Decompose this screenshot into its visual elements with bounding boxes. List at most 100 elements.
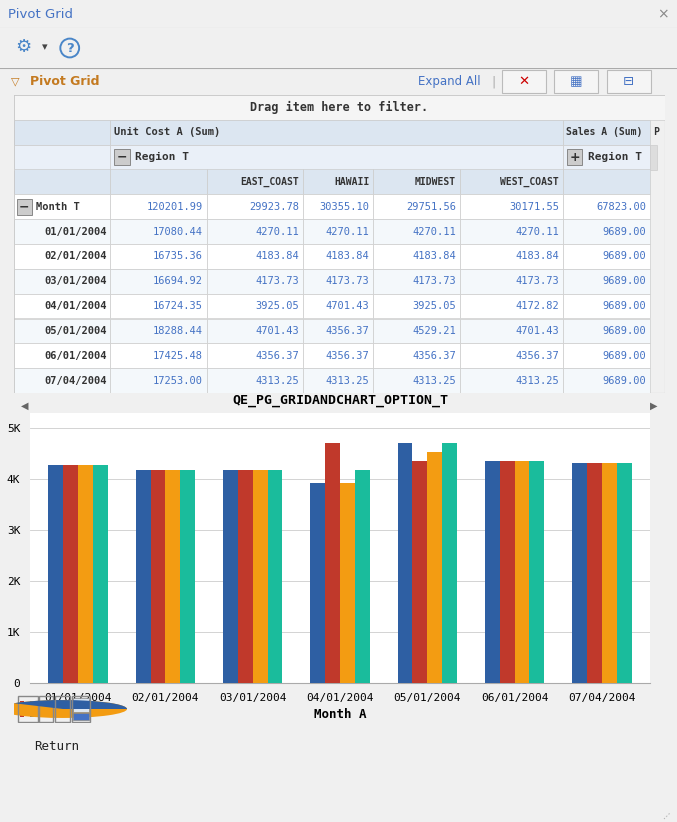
- Bar: [14, 393, 665, 418]
- Text: ✕: ✕: [519, 75, 529, 88]
- Bar: [110, 194, 206, 219]
- Wedge shape: [14, 700, 127, 709]
- Bar: [563, 293, 650, 318]
- Bar: [14, 120, 110, 145]
- Text: −: −: [19, 201, 30, 213]
- Bar: [110, 120, 563, 145]
- Bar: [17, 199, 32, 215]
- Text: 04/01/2004: 04/01/2004: [44, 301, 106, 311]
- Bar: [14, 244, 110, 269]
- Text: 4356.37: 4356.37: [515, 351, 559, 361]
- Bar: [72, 696, 90, 722]
- Title: QE_PG_GRIDANDCHART_OPTION_T: QE_PG_GRIDANDCHART_OPTION_T: [232, 394, 448, 407]
- Text: ⋯: ⋯: [660, 808, 674, 822]
- Bar: [397, 444, 412, 683]
- Bar: [73, 705, 89, 712]
- Text: ▶: ▶: [650, 400, 657, 410]
- Bar: [460, 396, 468, 415]
- Bar: [373, 318, 460, 344]
- Bar: [617, 464, 632, 683]
- Bar: [110, 244, 206, 269]
- Text: ×: ×: [657, 7, 669, 21]
- Text: 9689.00: 9689.00: [603, 326, 646, 336]
- Bar: [114, 149, 130, 165]
- Text: 4701.43: 4701.43: [255, 326, 299, 336]
- Bar: [558, 396, 565, 415]
- Text: 17080.44: 17080.44: [153, 227, 203, 237]
- Bar: [650, 145, 657, 169]
- Text: 16724.35: 16724.35: [153, 301, 203, 311]
- Bar: [110, 219, 206, 244]
- Text: Region T: Region T: [588, 152, 642, 162]
- Bar: [373, 368, 460, 393]
- Text: ▾: ▾: [42, 42, 47, 53]
- Text: Sales A (Sum)  P: Sales A (Sum) P: [566, 127, 660, 137]
- Bar: [303, 269, 373, 293]
- Text: ?: ?: [66, 41, 74, 54]
- Text: 9689.00: 9689.00: [603, 252, 646, 261]
- Bar: [303, 293, 373, 318]
- Bar: [14, 344, 110, 368]
- Bar: [489, 396, 497, 415]
- Text: ◀: ◀: [20, 400, 28, 410]
- Bar: [14, 194, 110, 219]
- Bar: [479, 396, 487, 415]
- Bar: [460, 318, 563, 344]
- Bar: [206, 194, 303, 219]
- Text: 07/04/2004: 07/04/2004: [44, 376, 106, 386]
- Bar: [587, 396, 594, 415]
- Bar: [206, 344, 303, 368]
- Bar: [499, 396, 507, 415]
- Text: Pivot Grid: Pivot Grid: [30, 75, 100, 88]
- Text: 06/01/2004: 06/01/2004: [44, 351, 106, 361]
- Bar: [20, 701, 24, 717]
- Bar: [563, 169, 650, 194]
- Text: Month T: Month T: [36, 201, 80, 212]
- Bar: [607, 396, 614, 415]
- Bar: [14, 169, 110, 194]
- Text: 4183.84: 4183.84: [326, 252, 370, 261]
- Bar: [427, 452, 442, 683]
- Text: Drag item here to filter.: Drag item here to filter.: [250, 101, 429, 114]
- Text: 3925.05: 3925.05: [255, 301, 299, 311]
- Bar: [460, 194, 563, 219]
- Bar: [460, 344, 563, 368]
- Text: 4173.73: 4173.73: [515, 276, 559, 286]
- Text: 4270.11: 4270.11: [412, 227, 456, 237]
- Bar: [442, 444, 457, 683]
- Text: 05/01/2004: 05/01/2004: [44, 326, 106, 336]
- Bar: [25, 704, 28, 713]
- Bar: [14, 95, 665, 120]
- Bar: [563, 194, 650, 219]
- Bar: [655, 396, 663, 415]
- Text: 9689.00: 9689.00: [603, 351, 646, 361]
- Text: 9689.00: 9689.00: [603, 276, 646, 286]
- Bar: [303, 368, 373, 393]
- Bar: [485, 461, 500, 683]
- Bar: [412, 461, 427, 683]
- Bar: [63, 465, 78, 683]
- Bar: [616, 396, 624, 415]
- Bar: [587, 464, 602, 683]
- Bar: [303, 194, 373, 219]
- Bar: [150, 470, 165, 683]
- Bar: [303, 169, 373, 194]
- Text: Pivot Grid: Pivot Grid: [8, 7, 73, 21]
- Text: Return: Return: [35, 740, 79, 752]
- Bar: [206, 219, 303, 244]
- Bar: [238, 470, 253, 683]
- Text: 9689.00: 9689.00: [603, 227, 646, 237]
- Text: +: +: [569, 150, 580, 164]
- Bar: [577, 396, 585, 415]
- Bar: [563, 318, 650, 344]
- Bar: [563, 145, 650, 169]
- Text: 4356.37: 4356.37: [326, 351, 370, 361]
- Bar: [110, 293, 206, 318]
- Bar: [206, 244, 303, 269]
- Bar: [538, 396, 546, 415]
- Text: 16694.92: 16694.92: [153, 276, 203, 286]
- Bar: [48, 465, 63, 683]
- Bar: [110, 269, 206, 293]
- Bar: [373, 169, 460, 194]
- Circle shape: [0, 700, 127, 718]
